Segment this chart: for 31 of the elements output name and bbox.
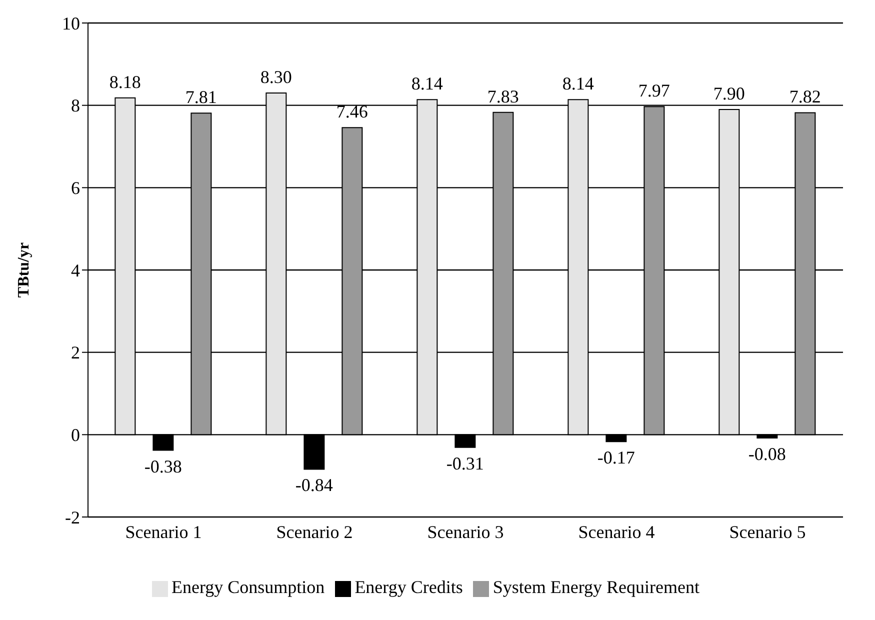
y-tick-label: 10 bbox=[62, 13, 80, 34]
y-tick-label: 8 bbox=[71, 96, 80, 116]
x-tick-label: Scenario 1 bbox=[125, 522, 202, 542]
data-label: 7.83 bbox=[487, 86, 519, 106]
y-tick-label: 2 bbox=[71, 342, 80, 363]
x-tick-label: Scenario 2 bbox=[276, 522, 353, 542]
data-label: -0.08 bbox=[748, 444, 786, 464]
x-tick-label: Scenario 3 bbox=[427, 522, 504, 542]
data-label: -0.31 bbox=[446, 453, 484, 474]
y-tick-label: 6 bbox=[71, 178, 80, 198]
legend-label: Energy Consumption bbox=[172, 577, 325, 597]
y-tick-label: 4 bbox=[71, 260, 80, 280]
x-tick-label: Scenario 4 bbox=[578, 522, 655, 542]
data-label: -0.84 bbox=[295, 475, 333, 496]
data-label: 7.46 bbox=[336, 102, 368, 122]
legend-label: Energy Credits bbox=[354, 577, 463, 597]
data-label: -0.38 bbox=[144, 456, 182, 476]
data-label: 7.90 bbox=[713, 83, 745, 104]
data-label: 8.18 bbox=[109, 72, 141, 92]
data-label: 7.97 bbox=[638, 80, 670, 101]
data-label: -0.17 bbox=[597, 448, 635, 468]
y-tick-label: 0 bbox=[71, 425, 80, 446]
legend-label: System Energy Requirement bbox=[492, 577, 700, 597]
data-label: 7.81 bbox=[185, 87, 217, 108]
y-tick-label: -2 bbox=[65, 507, 80, 528]
data-label: 7.82 bbox=[789, 86, 821, 107]
x-tick-label: Scenario 5 bbox=[729, 522, 806, 542]
data-label: 8.30 bbox=[260, 66, 292, 87]
data-label: 8.14 bbox=[562, 74, 594, 94]
data-label: 8.14 bbox=[411, 74, 443, 94]
y-axis-title: TBtu/yr bbox=[16, 242, 33, 298]
